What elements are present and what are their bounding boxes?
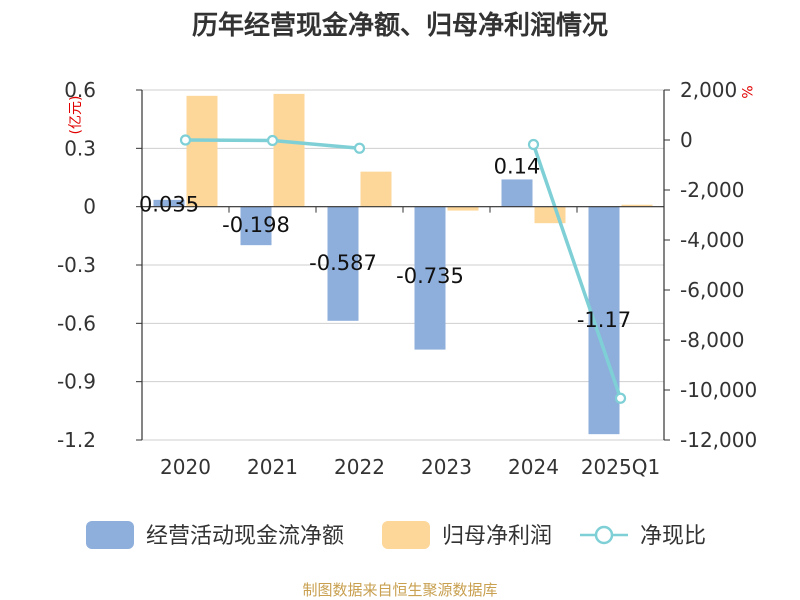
ratio-line [179, 134, 627, 404]
cash-flow-bar [501, 179, 533, 207]
left-axis-unit: (亿元) [68, 96, 84, 135]
left-tick-label: -1.2 [57, 428, 96, 452]
data-labels: 0.035 -0.198 -0.587 -0.735 0.14 -1.17 [139, 154, 631, 332]
left-tick-label: 0.3 [64, 136, 96, 160]
cash-flow-data-label: -0.198 [222, 213, 290, 237]
right-axis-unit: % [738, 85, 754, 98]
category-label: 2021 [247, 455, 298, 479]
right-tick-label: -10,000 [680, 378, 757, 402]
ratio-point [179, 134, 192, 146]
cash-flow-data-label: 0.035 [139, 193, 199, 217]
left-tick-label: -0.9 [57, 370, 96, 394]
cash-flow-bar [240, 206, 272, 246]
ratio-point [614, 392, 627, 404]
category-label: 2024 [508, 455, 559, 479]
net-profit-bar [273, 93, 305, 207]
left-tick-label: 0 [83, 195, 96, 219]
source-note: 制图数据来自恒生聚源数据库 [302, 581, 497, 599]
net-profit-bar [360, 171, 392, 207]
right-tick-label: -4,000 [680, 228, 744, 252]
legend-ratio-swatch-marker [594, 525, 614, 545]
chart-title: 历年经营现金净额、归母净利润情况 [192, 10, 608, 41]
category-label: 2020 [160, 455, 211, 479]
right-tick-label: -6,000 [680, 278, 744, 302]
legend-net-profit-label: 归母净利润 [442, 524, 552, 549]
legend-ratio-label: 净现比 [640, 524, 706, 549]
cash-flow-data-label: -0.735 [396, 264, 464, 288]
axes: 0.6 0.3 0 -0.3 -0.6 -0.9 -1.2 2,000 0 -2,000 -4,00… [57, 78, 757, 479]
cash-flow-bar [153, 199, 185, 207]
category-label: 2022 [334, 455, 385, 479]
right-tick-label: 2,000 [680, 78, 737, 102]
right-tick-label: -2,000 [680, 178, 744, 202]
ratio-point [527, 138, 540, 151]
cash-flow-bar [414, 206, 446, 350]
left-tick-label: -0.6 [57, 311, 96, 335]
ratio-point [353, 142, 366, 154]
cash-flow-bar [327, 206, 359, 321]
legend-net-profit-swatch [382, 521, 430, 549]
legend-cash-flow-label: 经营活动现金流净额 [146, 524, 344, 549]
category-label: 2023 [421, 455, 472, 479]
ratio-point [266, 134, 279, 147]
category-label: 2025Q1 [581, 455, 660, 479]
bars [153, 93, 653, 435]
cash-flow-data-label: -1.17 [577, 308, 631, 332]
cash-flow-data-label: -0.587 [309, 251, 377, 275]
legend: 经营活动现金流净额 归母净利润 净现比 [86, 521, 706, 549]
cash-flow-data-label: 0.14 [494, 154, 541, 178]
right-tick-label: -8,000 [680, 328, 744, 352]
net-profit-bar [447, 206, 479, 211]
right-tick-label: 0 [680, 128, 693, 152]
legend-cash-flow-swatch [86, 521, 134, 549]
left-tick-label: 0.6 [64, 78, 96, 102]
net-profit-bar [621, 204, 653, 207]
ratio-line-segment [531, 143, 623, 399]
left-tick-label: -0.3 [57, 253, 96, 277]
right-tick-label: -12,000 [680, 428, 757, 452]
net-profit-bar [186, 95, 218, 207]
